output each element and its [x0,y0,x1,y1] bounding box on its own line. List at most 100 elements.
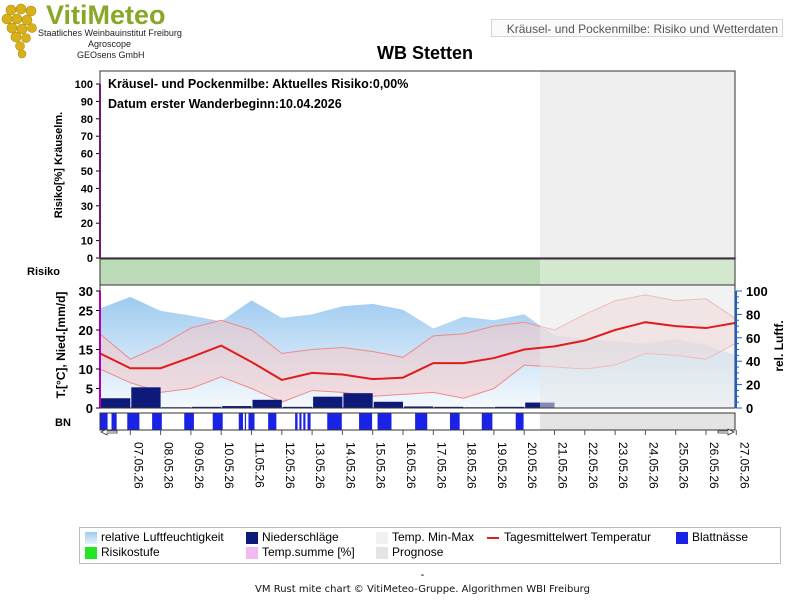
legend-swatch-temp-band [376,532,388,544]
precip-bar [404,406,434,408]
risk-y-tick-label: 100 [75,79,93,91]
logo-title: VitiMeteo [46,0,166,30]
precip-bar [525,402,555,408]
logo-line: Agroscope [88,39,132,49]
leaf-wetness-mark [449,413,460,430]
weather-right-tick-label: 40 [746,354,760,369]
leaf-wetness-mark [248,413,255,430]
weather-right-tick-label: 0 [746,401,753,416]
x-tick-label: 12.05.26 [283,442,297,489]
x-tick-label: 15.05.26 [374,442,388,489]
x-tick-label: 22.05.26 [586,442,600,489]
legend-label: Temp. Min-Max [392,530,475,544]
legend-swatch-tempsum [246,547,258,559]
x-tick-label: 14.05.26 [343,442,357,489]
x-tick-label: 13.05.26 [313,442,327,489]
legend-swatch-prognose [376,547,388,559]
risk-info-line: Datum erster Wanderbeginn:10.04.2026 [108,97,342,111]
x-tick-label: 26.05.26 [707,442,721,489]
precip-bar [373,401,403,408]
weather-left-tick-label: 15 [79,343,93,358]
precip-bar [101,398,131,408]
legend-swatch-risk [85,547,97,559]
leaf-wetness-mark [327,413,342,430]
x-tick-label: 21.05.26 [556,442,570,489]
precip-bar [494,406,525,408]
risk-info-line: Kräusel- und Pockenmilbe: Aktuelles Risi… [108,77,408,91]
precip-bar [222,406,252,408]
legend-label: relative Luftfeuchtigkeit [101,530,224,544]
legend-swatch-leaf-wetness [676,532,688,544]
legend: relative Luftfeuchtigkeit Niederschläge … [79,527,781,564]
weather-right-tick-label: 20 [746,378,760,393]
temp-mean-line [99,321,736,381]
risk-prognose-area [540,71,735,258]
legend-label: Prognose [392,545,444,559]
risk-level-band-prognose [540,259,735,285]
leaf-wetness-mark [303,413,306,430]
weather-left-tick-label: 25 [79,304,93,319]
grape-logo-icon [1,3,37,59]
risk-row-label: Risiko [27,266,60,278]
legend-label: Temp.summe [%] [262,545,355,559]
x-tick-label: 11.05.26 [253,442,267,488]
leaf-wetness-mark [244,413,247,430]
weather-prognose-area [540,285,735,408]
leaf-wetness-mark [481,413,493,430]
weather-right-tick-label: 100 [746,284,768,299]
risk-y-axis-label: Risiko[%] Kräuselm. [53,112,65,218]
x-tick-label: 09.05.26 [192,442,206,489]
leaf-wetness-prognose [540,413,735,430]
leaf-wetness-mark [295,413,298,430]
risk-y-tick-label: 50 [81,166,93,178]
legend-swatch-temp-mean [487,537,499,539]
risk-y-tick-label: 80 [81,114,93,126]
precip-bar [252,399,282,408]
risk-y-tick-label: 0 [87,253,93,265]
leaf-wetness-mark [515,413,524,430]
precip-bar [434,406,464,408]
x-tick-label: 20.05.26 [525,442,539,489]
footer-credit: VM Rust mite chart © VitiMeteo-Gruppe. A… [255,584,590,595]
weather-left-tick-label: 20 [79,323,93,338]
risk-y-tick-label: 20 [81,218,93,230]
leaf-wetness-mark [100,413,108,430]
x-tick-label: 16.05.26 [404,442,418,489]
legend-label: Risikostufe [101,545,160,559]
footer-dash: - [420,569,425,581]
risk-y-tick-label: 90 [81,96,93,108]
weather-left-tick-label: 10 [79,362,93,377]
precip-bar [282,406,313,408]
leaf-wetness-border [99,412,736,431]
scroll-left-arrow-icon [100,428,118,436]
weather-left-tick-label: 5 [86,382,93,397]
leaf-wetness-mark [184,413,194,430]
x-tick-label: 08.05.26 [162,442,176,489]
risk-y-tick-label: 40 [81,183,93,195]
leaf-wetness-mark [415,413,428,430]
x-tick-label: 07.05.26 [131,442,145,489]
x-tick-label: 24.05.26 [646,442,660,489]
weather-left-tick-label: 30 [79,284,93,299]
x-tick-label: 27.05.26 [737,442,751,489]
leaf-wetness-label: BN [55,417,71,429]
risk-y-tick-label: 70 [81,131,93,143]
precip-bar [343,393,373,408]
legend-swatch-precip [246,532,258,544]
logo-line: GEOsens GmbH [77,50,145,60]
leaf-wetness-mark [377,413,392,430]
precip-bar [191,406,222,408]
leaf-wetness-mark [268,413,277,430]
leaf-wetness-mark [238,413,244,430]
risk-level-band [100,259,540,285]
weather-right-axis-label: rel. Luftf. [772,320,786,371]
logo-line: Staatliches Weinbauinstitut Freiburg [38,28,182,38]
weather-right-tick-label: 80 [746,307,760,322]
leaf-wetness-mark [212,413,223,430]
legend-label: Niederschläge [262,530,339,544]
leaf-wetness-mark [307,413,311,430]
scroll-right-arrow-icon [717,428,735,436]
legend-label: Blattnässe [692,530,749,544]
